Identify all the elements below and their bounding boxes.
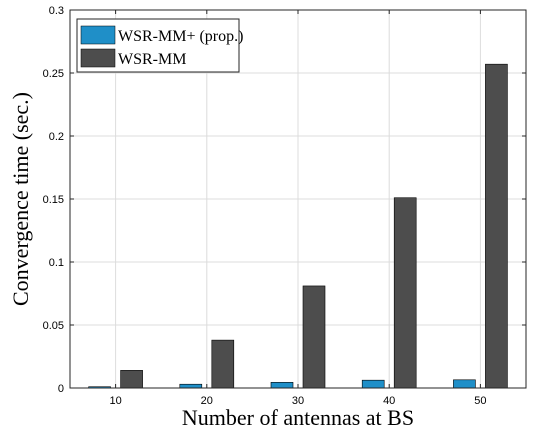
- y-tick-label: 0.15: [43, 194, 64, 206]
- y-tick-label: 0.3: [49, 5, 64, 17]
- x-axis-ticks: 10 20 30 40 50: [109, 10, 487, 407]
- bar-wsr-mm: [485, 63, 508, 389]
- y-tick-label: 0.05: [43, 320, 64, 332]
- bar-wsr-mm: [120, 370, 143, 389]
- y-tick-label: 0.2: [49, 131, 64, 143]
- x-axis-label: Number of antennas at BS: [182, 405, 414, 430]
- y-axis-ticks: 0 0.05 0.1 0.15 0.2 0.25 0.3: [43, 5, 526, 395]
- y-tick-label: 0.25: [43, 68, 64, 80]
- gridlines: [70, 10, 526, 388]
- legend-swatch-wsr-mm-plus: [80, 25, 116, 45]
- bar-wsr-mm-plus: [361, 379, 385, 389]
- legend: WSR-MM+ (prop.) WSR-MM: [76, 18, 243, 73]
- x-tick-label: 10: [109, 395, 121, 407]
- x-tick-label: 50: [474, 395, 486, 407]
- y-tick-label: 0: [58, 383, 64, 395]
- legend-swatch-wsr-mm: [80, 48, 116, 68]
- x-tick-label: 20: [201, 395, 213, 407]
- x-tick-label: 30: [292, 395, 304, 407]
- bars: [88, 63, 508, 389]
- bar-wsr-mm-plus: [453, 379, 476, 389]
- bar-wsr-mm-plus: [179, 383, 203, 389]
- y-tick-label: 0.1: [49, 257, 64, 269]
- bar-wsr-mm: [393, 197, 417, 389]
- bar-wsr-mm: [302, 285, 326, 389]
- bar-wsr-mm: [211, 339, 235, 389]
- legend-label-wsr-mm: WSR-MM: [118, 51, 186, 68]
- legend-label-wsr-mm-plus: WSR-MM+ (prop.): [118, 28, 243, 45]
- x-tick-label: 40: [383, 395, 395, 407]
- y-axis-label: Convergence time (sec.): [8, 92, 33, 306]
- bar-wsr-mm-plus: [270, 382, 294, 389]
